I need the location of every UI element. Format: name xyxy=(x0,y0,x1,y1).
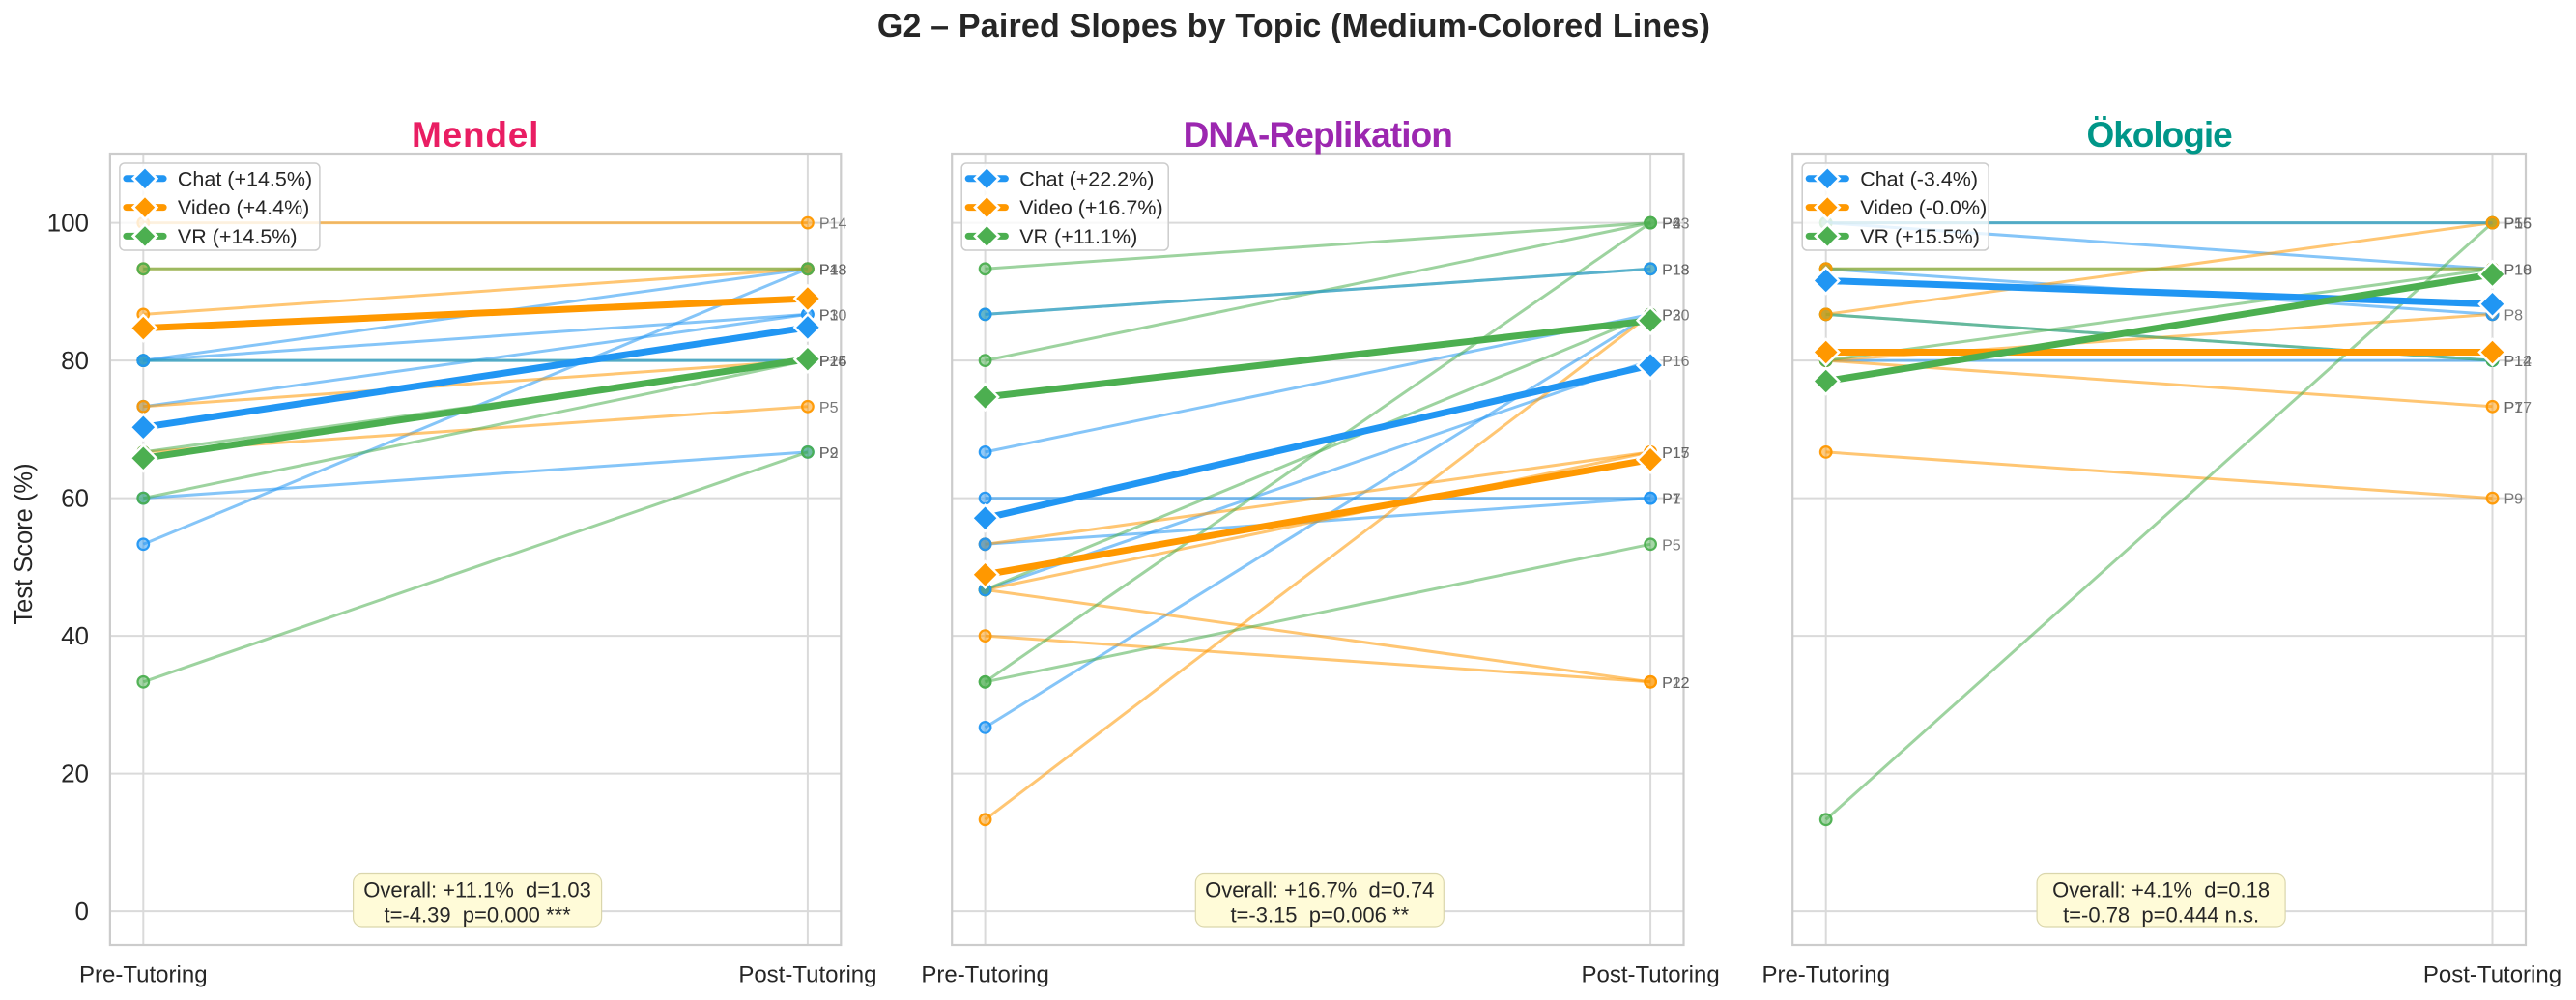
svg-text:P18: P18 xyxy=(2504,262,2533,278)
svg-text:Post-Tutoring: Post-Tutoring xyxy=(2423,962,2562,988)
svg-text:t=-3.15 p=0.006 **: t=-3.15 p=0.006 ** xyxy=(1230,903,1409,928)
svg-text:P5: P5 xyxy=(1662,537,1681,554)
svg-text:P15: P15 xyxy=(2504,216,2533,233)
svg-text:P16: P16 xyxy=(1662,354,1690,370)
svg-text:VR (+15.5%): VR (+15.5%) xyxy=(1860,225,1980,248)
svg-text:P20: P20 xyxy=(1662,307,1690,324)
svg-text:P3: P3 xyxy=(819,307,839,324)
svg-text:P6: P6 xyxy=(1662,216,1681,233)
svg-text:Pre-Tutoring: Pre-Tutoring xyxy=(1761,962,1890,988)
svg-text:P12: P12 xyxy=(1662,675,1690,692)
svg-text:P13: P13 xyxy=(1662,262,1690,278)
svg-text:Post-Tutoring: Post-Tutoring xyxy=(1582,962,1720,988)
svg-text:VR (+14.5%): VR (+14.5%) xyxy=(178,225,298,248)
svg-text:P18: P18 xyxy=(1662,262,1690,278)
svg-text:P16: P16 xyxy=(819,354,847,370)
svg-text:Ökologie: Ökologie xyxy=(2086,115,2232,155)
svg-text:Chat (+22.2%): Chat (+22.2%) xyxy=(1019,167,1154,190)
svg-text:Chat (-3.4%): Chat (-3.4%) xyxy=(1860,167,1978,190)
svg-text:P10: P10 xyxy=(819,307,847,324)
svg-text:Overall: +16.7% d=0.74: Overall: +16.7% d=0.74 xyxy=(1205,878,1434,902)
svg-text:P9: P9 xyxy=(819,445,839,462)
svg-text:P2: P2 xyxy=(819,445,839,462)
svg-text:P16: P16 xyxy=(2504,216,2533,233)
svg-text:P4: P4 xyxy=(819,262,839,278)
svg-text:P10: P10 xyxy=(2504,262,2533,278)
svg-text:100: 100 xyxy=(47,209,89,238)
svg-text:VR (+11.1%): VR (+11.1%) xyxy=(1019,225,1137,248)
svg-text:P9: P9 xyxy=(2504,492,2524,508)
svg-text:Video (+16.7%): Video (+16.7%) xyxy=(1019,196,1162,219)
svg-text:P17: P17 xyxy=(2504,400,2533,416)
svg-text:P5: P5 xyxy=(2504,216,2524,233)
svg-text:P14: P14 xyxy=(2504,354,2533,370)
svg-text:P14: P14 xyxy=(819,216,847,233)
svg-text:P18: P18 xyxy=(819,262,847,278)
svg-text:Pre-Tutoring: Pre-Tutoring xyxy=(79,962,208,988)
svg-text:Pre-Tutoring: Pre-Tutoring xyxy=(921,962,1049,988)
svg-text:Mendel: Mendel xyxy=(412,115,539,155)
svg-text:P3: P3 xyxy=(1662,307,1681,324)
svg-text:Video (-0.0%): Video (-0.0%) xyxy=(1860,196,1987,219)
svg-text:Test Score (%): Test Score (%) xyxy=(11,463,38,624)
svg-text:P4: P4 xyxy=(1662,216,1681,233)
svg-text:Video (+4.4%): Video (+4.4%) xyxy=(178,196,309,219)
svg-text:80: 80 xyxy=(61,346,89,375)
svg-text:40: 40 xyxy=(61,621,89,650)
svg-text:Overall: +4.1% d=0.18: Overall: +4.1% d=0.18 xyxy=(2052,878,2270,902)
svg-text:60: 60 xyxy=(61,484,89,513)
svg-text:Post-Tutoring: Post-Tutoring xyxy=(738,962,876,988)
svg-text:P15: P15 xyxy=(819,354,847,370)
svg-text:t=-4.39 p=0.000 ***: t=-4.39 p=0.000 *** xyxy=(384,903,571,928)
svg-text:P22: P22 xyxy=(1662,675,1690,692)
svg-text:P7: P7 xyxy=(2504,400,2524,416)
svg-text:P7: P7 xyxy=(1662,492,1681,508)
svg-text:P1: P1 xyxy=(1662,492,1681,508)
svg-text:20: 20 xyxy=(61,759,89,788)
svg-text:G2 – Paired Slopes by Topic (M: G2 – Paired Slopes by Topic (Medium-Colo… xyxy=(877,8,1710,44)
svg-text:0: 0 xyxy=(75,897,89,926)
svg-text:Chat (+14.5%): Chat (+14.5%) xyxy=(178,167,312,190)
svg-text:Overall: +11.1% d=1.03: Overall: +11.1% d=1.03 xyxy=(363,878,591,902)
svg-text:P5: P5 xyxy=(819,400,839,416)
svg-text:P23: P23 xyxy=(1662,216,1690,233)
svg-text:P8: P8 xyxy=(2504,307,2524,324)
svg-text:t=-0.78 p=0.444 n.s.: t=-0.78 p=0.444 n.s. xyxy=(2063,903,2259,928)
svg-text:P17: P17 xyxy=(1662,445,1690,462)
svg-text:P24: P24 xyxy=(819,354,847,370)
svg-text:P12: P12 xyxy=(2504,354,2533,370)
svg-text:DNA-Replikation: DNA-Replikation xyxy=(1184,115,1452,155)
svg-text:P13: P13 xyxy=(819,262,847,278)
svg-text:P15: P15 xyxy=(1662,445,1690,462)
